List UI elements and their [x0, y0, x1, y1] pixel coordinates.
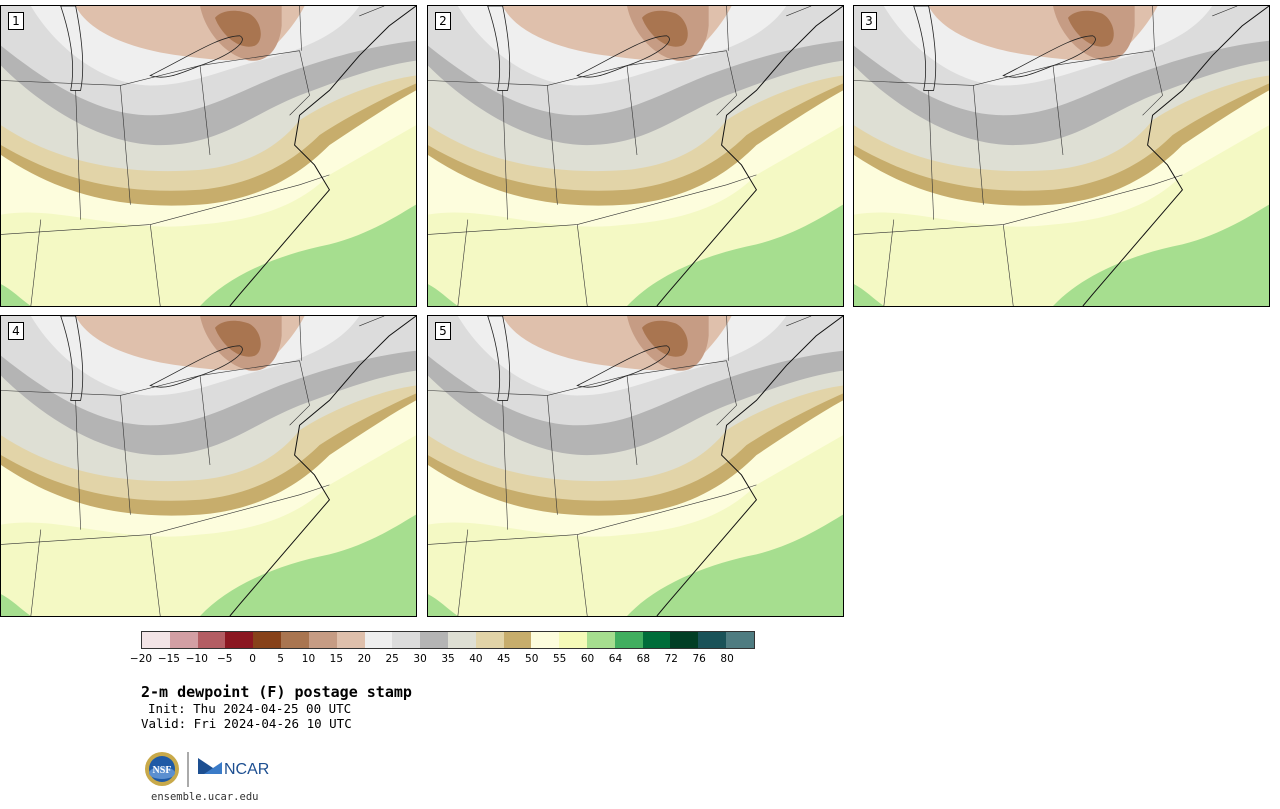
- colorbar-swatch: [336, 632, 365, 648]
- colorbar-tick-label: 50: [525, 653, 539, 665]
- dewpoint-map: [854, 6, 1269, 306]
- panel-label: 1: [8, 12, 24, 30]
- colorbar-swatch: [392, 632, 421, 648]
- colorbar-tick-label: 0: [249, 653, 256, 665]
- colorbar-tick-label: −5: [216, 653, 233, 665]
- colorbar-tick-label: −10: [185, 653, 208, 665]
- dewpoint-map: [428, 6, 843, 306]
- colorbar-tick-label: 60: [580, 653, 595, 665]
- colorbar-swatch: [503, 632, 532, 648]
- colorbar-swatch: [281, 632, 309, 648]
- init-time: Init: Thu 2024-04-25 00 UTC: [148, 701, 352, 716]
- colorbar-swatch: [726, 632, 754, 648]
- colorbar-swatch: [169, 632, 198, 648]
- colorbar-swatch: [531, 632, 560, 648]
- dewpoint-map: [1, 6, 416, 306]
- colorbar-swatch: [420, 632, 448, 648]
- panel-label: 2: [435, 12, 451, 30]
- colorbar-tick-label: 20: [357, 653, 371, 665]
- stamp-panel-4: 4: [0, 315, 417, 617]
- colorbar-swatch: [225, 632, 254, 648]
- ncar-logo-text: NCAR: [224, 761, 269, 778]
- panel-label: 5: [435, 322, 451, 340]
- colorbar-swatch: [670, 632, 699, 648]
- colorbar-tick-label: 15: [329, 653, 344, 665]
- colorbar-tick-label: −20: [129, 653, 153, 665]
- site-url: ensemble.ucar.edu: [151, 791, 259, 803]
- colorbar: [141, 631, 755, 649]
- map-title: 2-m dewpoint (F) postage stamp: [141, 683, 412, 701]
- colorbar-swatch: [308, 632, 337, 648]
- colorbar-tick-label: 35: [441, 653, 455, 665]
- colorbar-swatch: [197, 632, 226, 648]
- colorbar-swatch: [142, 632, 170, 648]
- colorbar-tick-label: 30: [413, 653, 427, 665]
- colorbar-tick-label: 55: [552, 653, 567, 665]
- colorbar-tick-label: 5: [277, 653, 284, 665]
- colorbar-swatch: [698, 632, 727, 648]
- panel-label: 3: [861, 12, 877, 30]
- dewpoint-map: [1, 316, 416, 616]
- panel-label: 4: [8, 322, 24, 340]
- colorbar-tick-label: −15: [157, 653, 180, 665]
- colorbar-tick-label: 68: [636, 653, 651, 665]
- colorbar-swatch: [364, 632, 393, 648]
- nsf-logo-text: NSF: [153, 765, 172, 776]
- colorbar-tick-label: 76: [692, 653, 706, 665]
- colorbar-ticks: −20 −15 −10 −5 0 5 10 15 20 25 30 35 40 45 50 55 60 64 68 7…: [130, 653, 755, 667]
- colorbar-swatch: [614, 632, 643, 648]
- colorbar-tick-label: 25: [385, 653, 399, 665]
- colorbar-tick-label: 40: [469, 653, 483, 665]
- ncar-logo-icon: NCAR: [198, 758, 269, 778]
- colorbar-swatch: [447, 632, 476, 648]
- dewpoint-map: [428, 316, 843, 616]
- colorbar-tick-label: 80: [720, 653, 734, 665]
- colorbar-tick-label: 45: [497, 653, 511, 665]
- colorbar-swatch: [642, 632, 671, 648]
- stamp-panel-2: 2: [427, 5, 844, 307]
- colorbar-swatch: [253, 632, 282, 648]
- colorbar-swatch: [587, 632, 615, 648]
- colorbar-tick-label: 72: [664, 653, 678, 665]
- colorbar-swatch: [559, 632, 587, 648]
- stamp-panel-3: 3: [853, 5, 1270, 307]
- logos: NSF NCAR: [145, 752, 269, 787]
- stamp-panel-1: 1: [0, 5, 417, 307]
- colorbar-tick-label: 64: [608, 653, 623, 665]
- colorbar-tick-label: 10: [301, 653, 316, 665]
- stamp-panel-5: 5: [427, 315, 844, 617]
- colorbar-swatch: [475, 632, 504, 648]
- nsf-logo-icon: NSF: [145, 752, 179, 786]
- valid-time: Valid: Fri 2024-04-26 10 UTC: [141, 716, 352, 731]
